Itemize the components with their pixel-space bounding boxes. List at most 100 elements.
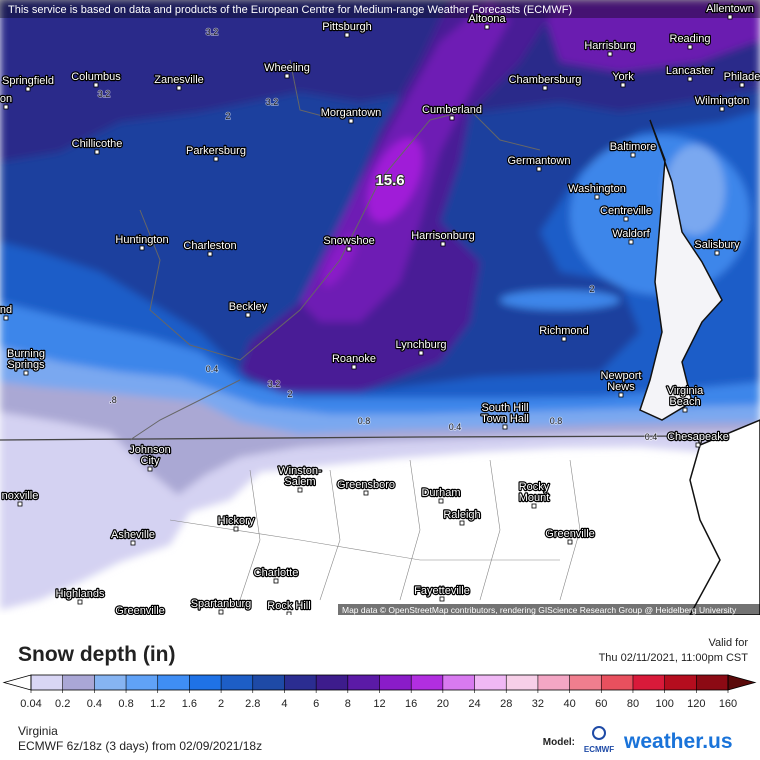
- colorbar-tick-label: 60: [595, 698, 607, 710]
- contour-label: 3.2: [266, 97, 279, 107]
- city-label-line: noxville: [2, 490, 39, 502]
- city-marker: [139, 245, 145, 251]
- city-label-line: Charlotte: [254, 567, 299, 579]
- city-label-line: Columbus: [71, 71, 121, 83]
- colorbar-tick-label: 40: [563, 698, 575, 710]
- city-label: Cumberland: [422, 104, 482, 116]
- city-label: Columbus: [71, 71, 121, 83]
- city-label: Spartanburg: [191, 598, 252, 610]
- city-label-line: Morgantown: [321, 107, 382, 119]
- map: This service is based on data and produc…: [0, 0, 760, 621]
- legend-swatch: [442, 675, 476, 690]
- colorbar-tick-label: 120: [687, 698, 705, 710]
- city-marker: [130, 540, 136, 546]
- city-label: Hickory: [218, 515, 255, 527]
- state-border: [0, 435, 701, 441]
- city-label-line: Rock Hill: [267, 600, 310, 612]
- legend-swatch: [316, 675, 349, 690]
- attribution-band: [0, 0, 760, 18]
- colorbar-tick-label: 12: [373, 698, 385, 710]
- region-border: [129, 59, 541, 441]
- legend-swatch: [601, 675, 634, 690]
- colorbar-tick-label: 6: [313, 698, 319, 710]
- city-label-line: Burning: [7, 348, 45, 360]
- legend-swatch: [537, 675, 571, 690]
- city-label: Highlands: [56, 588, 105, 600]
- city-marker: [630, 152, 636, 158]
- city-marker: [94, 149, 100, 155]
- city-marker: [344, 32, 350, 38]
- city-marker: [245, 312, 251, 318]
- colorbar-tick-label: 2.8: [245, 698, 260, 710]
- colorbar-tick-label: 2: [218, 698, 224, 710]
- city-label-line: Springs: [7, 359, 45, 371]
- city-label-line: Greensboro: [337, 479, 395, 491]
- city-marker: [207, 251, 213, 257]
- city-label: Centreville: [600, 205, 652, 217]
- city-label-line: Hickory: [218, 515, 255, 527]
- city-label-line: Winston-: [278, 465, 322, 477]
- contour-label: 0.4: [645, 432, 658, 442]
- colorbar-tick-label: 1.6: [182, 698, 197, 710]
- city-marker: [363, 490, 369, 496]
- max-label: 15.6: [375, 172, 404, 189]
- city-label: Huntington: [115, 234, 168, 246]
- colorbar-tick-label: 32: [532, 698, 544, 710]
- legend-swatch: [347, 675, 380, 690]
- city-label-line: Fayetteville: [414, 585, 470, 597]
- city-label: Greenville: [115, 605, 165, 617]
- city-label-line: on: [0, 93, 12, 105]
- city-label-line: Germantown: [508, 155, 571, 167]
- city-label: Burning Springs: [7, 348, 45, 371]
- city-marker: [77, 599, 83, 605]
- city-marker: [459, 520, 465, 526]
- city-marker: [687, 44, 693, 50]
- city-label-line: Parkersburg: [186, 145, 246, 157]
- colorbar-tick-label: 28: [500, 698, 512, 710]
- city-label: Philade: [724, 71, 760, 83]
- city-label-line: Zanesville: [154, 74, 204, 86]
- city-label-line: York: [612, 71, 634, 83]
- legend-swatch: [284, 675, 317, 690]
- city-label-line: Town Hall: [481, 413, 529, 425]
- city-label: Johnson City: [129, 444, 171, 467]
- city-label: Newport News: [601, 370, 642, 393]
- colorbar-tick-label: 0.4: [87, 698, 102, 710]
- run-info: ECMWF 6z/18z (3 days) from 02/09/2021/18…: [18, 739, 262, 753]
- city-label-line: Harrisonburg: [411, 230, 475, 242]
- colorbar-tick-label: 0.8: [118, 698, 133, 710]
- city-label-line: Roanoke: [332, 353, 376, 365]
- city-marker: [502, 424, 508, 430]
- city-label-line: Baltimore: [610, 141, 656, 153]
- city-label-line: Beckley: [229, 301, 268, 313]
- city-marker: [138, 617, 142, 621]
- city-marker: [628, 239, 634, 245]
- contour-label: 0.8: [550, 416, 563, 426]
- colorbar: 0.04 0.2 0.4 0.8 1.2 1.6 2 2.8 4 6 8 12 16 20 24 28 32 40…: [2, 674, 757, 710]
- city-label-line: Washington: [568, 183, 626, 195]
- city-marker: [348, 118, 354, 124]
- city-label-line: Raleigh: [443, 509, 480, 521]
- city-marker: [25, 86, 31, 92]
- city-label: Wheeling: [264, 62, 310, 74]
- colorbar-tick-label: 1.2: [150, 698, 165, 710]
- legend-swatch: [411, 675, 444, 690]
- city-marker: [218, 609, 224, 615]
- city-label: Greensboro: [337, 479, 395, 491]
- city-marker: [3, 315, 9, 321]
- colorbar-tick-label: 24: [468, 698, 480, 710]
- brand: weather.us: [623, 730, 733, 753]
- city-marker: [687, 76, 693, 82]
- city-label: Springfield: [2, 75, 54, 87]
- city-label: Germantown: [508, 155, 571, 167]
- city-marker: [17, 501, 23, 507]
- colorbar-tick-label: 8: [345, 698, 351, 710]
- city-label: Asheville: [111, 529, 155, 541]
- city-marker: [297, 487, 303, 493]
- contour-label: 3.2: [268, 379, 281, 389]
- ocean: [689, 419, 760, 615]
- colorbar-tick-label: 20: [437, 698, 449, 710]
- city-label: Chillicothe: [72, 138, 123, 150]
- city-label-line: Newport: [601, 370, 642, 382]
- contour-label: 2: [589, 284, 594, 294]
